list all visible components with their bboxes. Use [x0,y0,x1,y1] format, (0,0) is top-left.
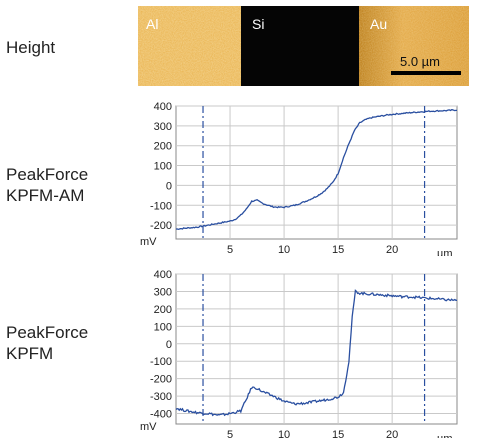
al-grain [138,6,241,86]
plot-area [175,105,458,240]
y-tick-label: -100 [150,356,172,368]
kpfm-label-line2: KPFM [6,344,54,363]
kpfm-label-line1: PeakForce [6,323,89,342]
scale-bar [391,71,461,75]
height-label: Height [6,38,56,57]
x-unit-label: µm [437,433,453,438]
scale-bar-label: 5.0 µm [400,54,440,69]
x-tick-label: 5 [227,429,233,438]
kpfm-am-label-line1: PeakForce [6,165,89,184]
y-tick-label: 0 [166,339,172,351]
si-label: Si [252,16,264,32]
y-tick-label: 200 [154,304,172,316]
afm-height-image: Al Si Au 5.0 µm [138,6,469,86]
x-tick-label: 15 [332,429,344,438]
y-unit-label: mV [140,236,157,248]
y-tick-label: 200 [154,141,172,153]
x-tick-label: 15 [332,244,344,256]
x-tick-label: 10 [278,429,290,438]
kpfm-am-chart: 400 300 200 100 0 -100 -200 5 10 15 20 mV µm [140,101,458,256]
kpfm-chart: 400 300 200 100 0 -100 -200 -300 -400 5 10 15 20 mV µm [140,269,458,438]
x-unit-label: µm [437,248,453,256]
y-tick-label: 400 [154,101,172,113]
y-tick-label: 400 [154,269,172,281]
au-label: Au [370,16,387,32]
x-tick-label: 20 [386,429,398,438]
series-line [175,109,457,230]
y-tick-label: -200 [150,374,172,386]
y-tick-label: -400 [150,409,172,421]
series-line [175,289,457,417]
y-tick-label: 100 [154,321,172,333]
y-tick-label: -200 [150,220,172,232]
plot-area [175,273,458,425]
y-tick-label: 0 [166,180,172,192]
y-tick-label: -300 [150,391,172,403]
x-tick-label: 20 [386,244,398,256]
kpfm-am-label-line2: KPFM-AM [6,186,85,205]
al-label: Al [146,16,158,32]
y-tick-label: 300 [154,121,172,133]
x-tick-label: 5 [227,244,233,256]
y-unit-label: mV [140,421,157,433]
x-tick-label: 10 [278,244,290,256]
kpfm-label: PeakForce KPFM [6,322,88,364]
kpfm-am-label: PeakForce KPFM-AM [6,164,88,206]
si-region [241,6,359,86]
y-tick-label: 100 [154,161,172,173]
y-tick-label: 300 [154,286,172,298]
y-tick-label: -100 [150,200,172,212]
